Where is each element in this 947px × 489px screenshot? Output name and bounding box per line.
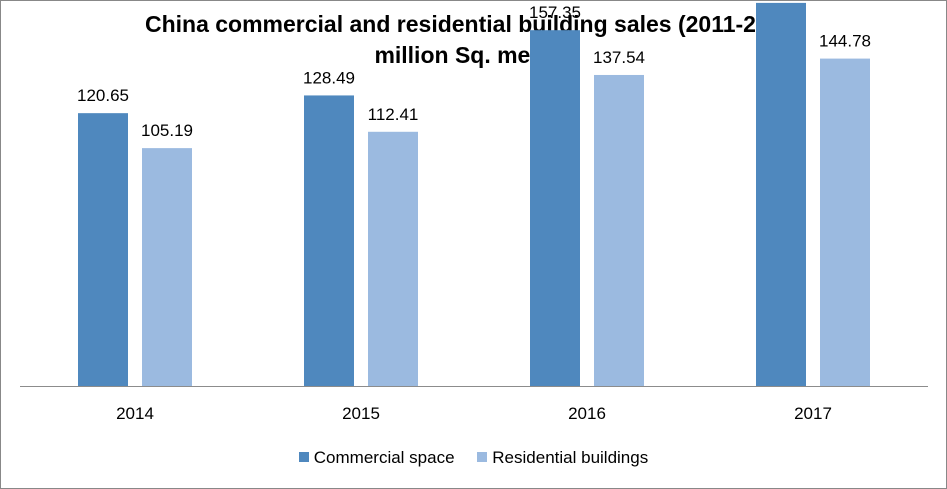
bar-residential-2015	[368, 131, 418, 386]
x-tick-label-2015: 2015	[342, 404, 380, 423]
bar-commercial-2015	[304, 95, 354, 387]
data-label-residential-2014: 105.19	[141, 121, 193, 140]
data-label-commercial-2015: 128.49	[303, 68, 355, 87]
chart-title: China commercial and residential buildin…	[144, 11, 803, 37]
bar-residential-2016	[594, 74, 644, 386]
legend-item-commercial: Commercial space	[298, 448, 455, 468]
bar-residential-2014	[142, 148, 192, 386]
legend-item-residential: Residential buildings	[477, 448, 648, 468]
data-label-residential-2015: 112.41	[368, 105, 419, 124]
data-label-residential-2016: 137.54	[593, 48, 645, 67]
legend-swatch-commercial	[298, 452, 309, 462]
x-tick-label-2017: 2017	[794, 404, 832, 423]
x-tick-label-2016: 2016	[568, 404, 606, 423]
bar-commercial-2016	[530, 30, 580, 387]
bar-residential-2017	[820, 58, 870, 386]
legend-label-residential: Residential buildings	[492, 448, 649, 467]
data-label-residential-2017: 144.78	[819, 32, 871, 51]
bar-commercial-2017	[756, 2, 806, 386]
legend-swatch-residential	[477, 452, 488, 462]
legend-label-commercial: Commercial space	[313, 448, 455, 467]
bar-commercial-2014	[78, 113, 128, 387]
x-tick-label-2014: 2014	[116, 404, 154, 423]
bar-chart: 120.65 105.19 2014 128.49 112.41 2015 157.35 13…	[20, 2, 928, 423]
legend: Commercial space Residential buildings	[1, 448, 946, 468]
data-label-commercial-2016: 157.35	[529, 3, 581, 22]
data-label-commercial-2014: 120.65	[77, 86, 129, 105]
